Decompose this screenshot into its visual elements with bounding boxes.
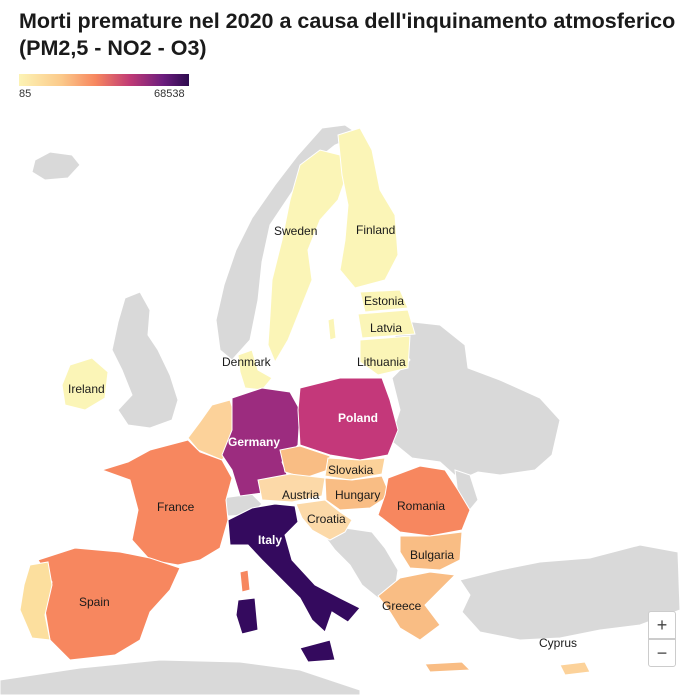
label-austria: Austria (282, 488, 320, 502)
country-sweden-gotland[interactable] (327, 317, 337, 341)
label-latvia: Latvia (370, 321, 402, 335)
country-poland[interactable] (297, 377, 399, 461)
country-slovakia[interactable] (324, 457, 386, 481)
country-norway[interactable] (215, 124, 362, 361)
country-uk[interactable] (111, 291, 179, 429)
legend-max-label: 68538 (154, 88, 185, 100)
label-italy: Italy (258, 533, 282, 547)
zoom-in-button[interactable]: + (648, 611, 676, 639)
country-ireland[interactable] (61, 357, 109, 411)
label-estonia: Estonia (364, 294, 404, 308)
country-italy[interactable] (227, 503, 361, 633)
label-sweden: Sweden (274, 224, 317, 238)
zoom-out-button[interactable]: − (648, 639, 676, 667)
label-ireland: Ireland (68, 382, 105, 396)
country-finland[interactable] (337, 127, 399, 289)
country-greece-crete[interactable] (424, 661, 472, 673)
label-croatia: Croatia (307, 512, 346, 526)
country-latvia[interactable] (357, 309, 416, 339)
label-greece: Greece (382, 599, 422, 613)
label-france: France (157, 500, 195, 514)
legend-min-label: 85 (19, 88, 32, 100)
label-cyprus: Cyprus (539, 636, 577, 650)
label-poland: Poland (338, 411, 378, 425)
country-denmark[interactable] (237, 349, 273, 391)
color-legend-bar (19, 74, 189, 86)
europe-map[interactable]: Sweden Finland Estonia Latvia Lithuania … (0, 120, 690, 695)
country-belarus-ukraine-russia[interactable] (389, 319, 561, 481)
country-italy-sardinia[interactable] (235, 597, 259, 635)
country-romania[interactable] (377, 465, 471, 537)
country-austria[interactable] (257, 473, 326, 503)
label-germany: Germany (228, 435, 280, 449)
label-denmark: Denmark (222, 355, 272, 369)
label-romania: Romania (397, 499, 445, 513)
country-cyprus[interactable] (559, 661, 591, 676)
label-finland: Finland (356, 223, 395, 237)
map-title: Morti premature nel 2020 a causa dell'in… (19, 9, 676, 60)
country-portugal[interactable] (19, 561, 53, 641)
country-france[interactable] (100, 439, 233, 566)
country-lithuania[interactable] (359, 335, 411, 376)
label-lithuania: Lithuania (357, 355, 406, 369)
country-france-corsica[interactable] (239, 569, 251, 593)
country-bulgaria[interactable] (399, 531, 463, 571)
label-bulgaria: Bulgaria (410, 548, 454, 562)
country-iceland[interactable] (31, 151, 81, 181)
country-hungary[interactable] (324, 475, 391, 511)
country-estonia[interactable] (359, 289, 409, 313)
country-spain[interactable] (37, 547, 181, 661)
label-spain: Spain (79, 595, 110, 609)
country-italy-sicily[interactable] (299, 639, 336, 663)
country-greece[interactable] (377, 571, 457, 641)
label-hungary: Hungary (335, 488, 380, 502)
country-croatia[interactable] (295, 499, 353, 541)
country-north-africa[interactable] (0, 659, 361, 695)
country-turkey[interactable] (459, 544, 681, 641)
label-slovakia: Slovakia (328, 463, 374, 477)
